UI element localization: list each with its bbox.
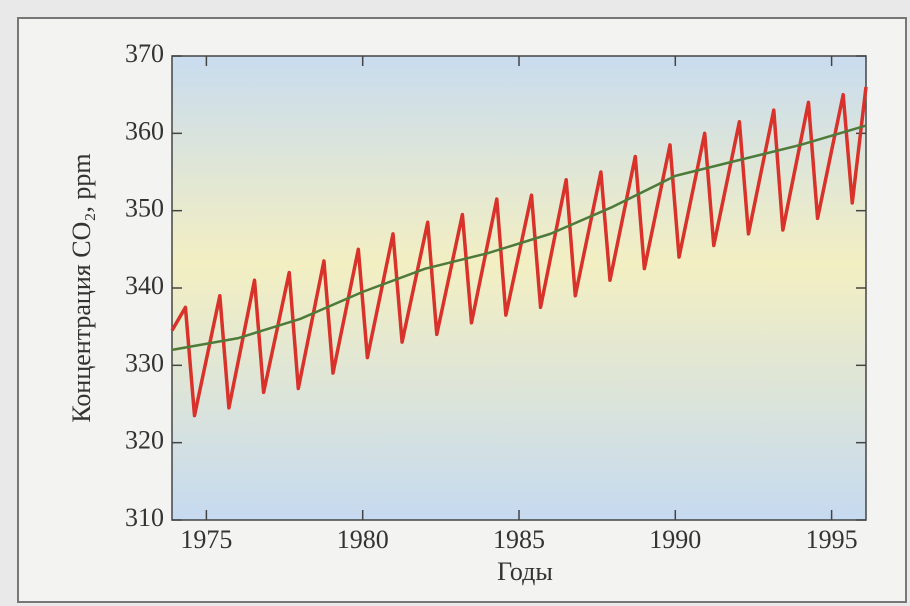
plot-area	[171, 55, 867, 521]
y-tick-label: 370	[125, 39, 164, 68]
x-tick-label: 1990	[649, 525, 701, 554]
series-line	[171, 124, 867, 352]
y-tick-label: 360	[125, 116, 164, 145]
y-tick-label: 330	[125, 348, 164, 377]
x-tick-label: 1975	[180, 525, 232, 554]
x-tick-label: 1985	[493, 525, 545, 554]
series-line	[170, 86, 868, 418]
x-axis-label: Годы	[497, 557, 553, 586]
y-axis-label: Концентрация CO₂, ppm	[67, 153, 96, 422]
x-tick-label: 1995	[806, 525, 858, 554]
y-tick-label: 310	[125, 503, 164, 532]
y-tick-label: 320	[125, 426, 164, 455]
y-tick-label: 350	[125, 194, 164, 223]
y-tick-label: 340	[125, 271, 164, 300]
x-tick-label: 1980	[337, 525, 389, 554]
